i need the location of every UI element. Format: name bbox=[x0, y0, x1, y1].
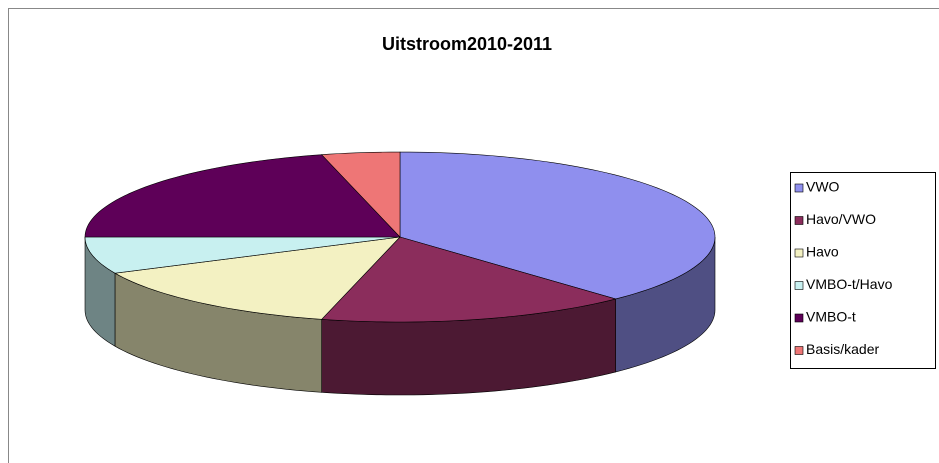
slice bbox=[399, 151, 716, 300]
legend-swatch bbox=[794, 248, 804, 258]
legend-swatch bbox=[794, 313, 804, 323]
legend-swatch bbox=[794, 216, 804, 225]
legend-swatch bbox=[794, 281, 804, 290]
legend-label: Basis/kader bbox=[806, 341, 879, 357]
legend-label: Havo bbox=[806, 244, 839, 260]
legend-label: VMBO-t/Havo bbox=[806, 276, 893, 292]
legend-swatch bbox=[794, 183, 804, 193]
slice bbox=[321, 151, 401, 238]
slice bbox=[321, 236, 617, 323]
legend-box bbox=[790, 172, 936, 369]
slice bbox=[114, 236, 401, 320]
slice bbox=[84, 236, 401, 274]
legend-label: VWO bbox=[806, 179, 840, 195]
legend-label: Havo/VWO bbox=[806, 211, 876, 227]
legend-swatch bbox=[794, 346, 804, 355]
legend-label: VMBO-t bbox=[806, 309, 856, 325]
slice bbox=[84, 154, 401, 238]
chart-title: Uitstroom2010-2011 bbox=[382, 34, 552, 54]
